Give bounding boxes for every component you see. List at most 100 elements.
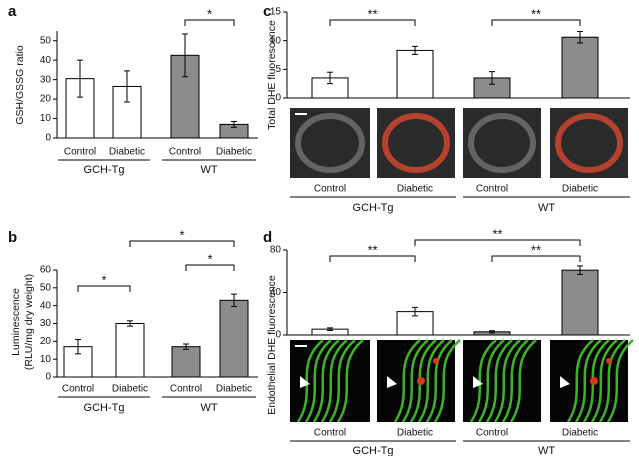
micrograph [463, 108, 541, 178]
bar [115, 323, 145, 378]
y-tick-label: 0 [45, 372, 51, 383]
micrograph [550, 339, 634, 423]
group-label: WT [200, 402, 217, 414]
panel-letter: d [263, 229, 272, 246]
y-tick-label: 0 [45, 133, 51, 144]
significance-bracket [491, 19, 581, 26]
elastic-lamina [401, 339, 429, 423]
category-label: Diabetic [397, 428, 433, 439]
significance-label: ** [531, 242, 541, 257]
significance-bracket [77, 285, 131, 292]
significance-bracket [329, 19, 416, 26]
elastic-lamina [425, 339, 453, 423]
vessel-wall [295, 113, 365, 173]
arrowhead [560, 376, 570, 388]
error-bar [75, 339, 81, 355]
y-axis-label: Luminescence [10, 288, 22, 356]
category-label: Diabetic [562, 184, 598, 195]
arrowhead [300, 376, 310, 388]
error-bar [489, 330, 495, 334]
significance-label: * [101, 272, 106, 287]
elastic-lamina [509, 339, 537, 423]
category-label: Control [476, 184, 508, 195]
micrograph [290, 108, 370, 178]
elastic-lamina [417, 339, 445, 423]
error-bar [577, 30, 583, 44]
error-bar [327, 71, 333, 85]
category-label: Control [314, 184, 346, 195]
y-axis-label: Total DHE fluorescence [266, 20, 278, 130]
group-label: GCH-Tg [353, 202, 394, 214]
category-label: Control [169, 147, 201, 158]
elastic-lamina [566, 339, 594, 423]
y-tick-label: 40 [40, 55, 52, 66]
group-label: GCH-Tg [353, 445, 394, 456]
category-label: Control [314, 428, 346, 439]
y-tick-label: 50 [40, 282, 52, 293]
elastic-lamina [336, 339, 364, 423]
arrowhead [387, 376, 397, 388]
error-bar [327, 327, 333, 331]
category-label: Control [62, 384, 94, 395]
micrograph-bg [463, 108, 541, 178]
error-bar [182, 33, 188, 78]
y-axis-label: Endothelial DHE fluorescence [266, 275, 278, 415]
group-label: WT [538, 202, 555, 214]
elastic-lamina [320, 339, 348, 423]
category-label: Control [64, 147, 96, 158]
micrograph [290, 339, 370, 423]
y-tick-label: 0 [275, 330, 281, 341]
elastic-lamina [606, 339, 634, 423]
y-axis-label: GSH/GSSG ratio [14, 45, 26, 125]
significance-bracket [185, 264, 235, 271]
category-label: Diabetic [216, 384, 252, 395]
micrograph [463, 339, 541, 423]
red-spot [433, 358, 439, 364]
y-tick-label: 10 [40, 354, 52, 365]
y-tick-label: 20 [40, 336, 52, 347]
error-bar [77, 59, 83, 98]
y-tick-label: 30 [40, 318, 52, 329]
micrograph [377, 339, 461, 423]
category-label: Diabetic [216, 147, 252, 158]
significance-bracket [129, 240, 235, 247]
elastic-lamina [393, 339, 421, 423]
y-tick-label: 50 [40, 35, 52, 46]
y-axis-label: (RLU/mg dry weight) [23, 274, 35, 370]
error-bar [183, 343, 189, 350]
significance-bracket [184, 19, 235, 26]
micrograph-bg [550, 108, 628, 178]
y-tick-label: 15 [270, 7, 282, 18]
y-tick-label: 80 [270, 245, 282, 256]
elastic-lamina [328, 339, 356, 423]
y-tick-label: 5 [275, 64, 281, 75]
y-tick-label: 0 [275, 93, 281, 104]
group-label: WT [200, 164, 217, 176]
category-label: Control [170, 384, 202, 395]
significance-label: * [179, 227, 184, 242]
y-tick-label: 20 [40, 94, 52, 105]
panel-letter: a [8, 3, 17, 20]
significance-bracket [414, 239, 581, 246]
category-label: Diabetic [397, 184, 433, 195]
error-bar [412, 45, 418, 55]
vessel-wall [555, 113, 623, 173]
y-tick-label: 60 [40, 265, 52, 276]
bar [219, 299, 249, 378]
y-tick-label: 10 [270, 35, 282, 46]
elastic-lamina [598, 339, 626, 423]
significance-bracket [491, 255, 581, 262]
error-bar [489, 71, 495, 85]
bar [561, 36, 599, 99]
error-bar [412, 306, 418, 317]
significance-label: * [207, 6, 212, 21]
elastic-lamina [574, 339, 602, 423]
elastic-lamina [312, 339, 340, 423]
error-bar [231, 293, 237, 308]
significance-label: ** [531, 6, 541, 21]
category-label: Control [476, 428, 508, 439]
micrograph-bg [377, 108, 455, 178]
significance-label: * [207, 251, 212, 266]
significance-label: ** [492, 226, 502, 241]
red-spot [590, 377, 598, 385]
